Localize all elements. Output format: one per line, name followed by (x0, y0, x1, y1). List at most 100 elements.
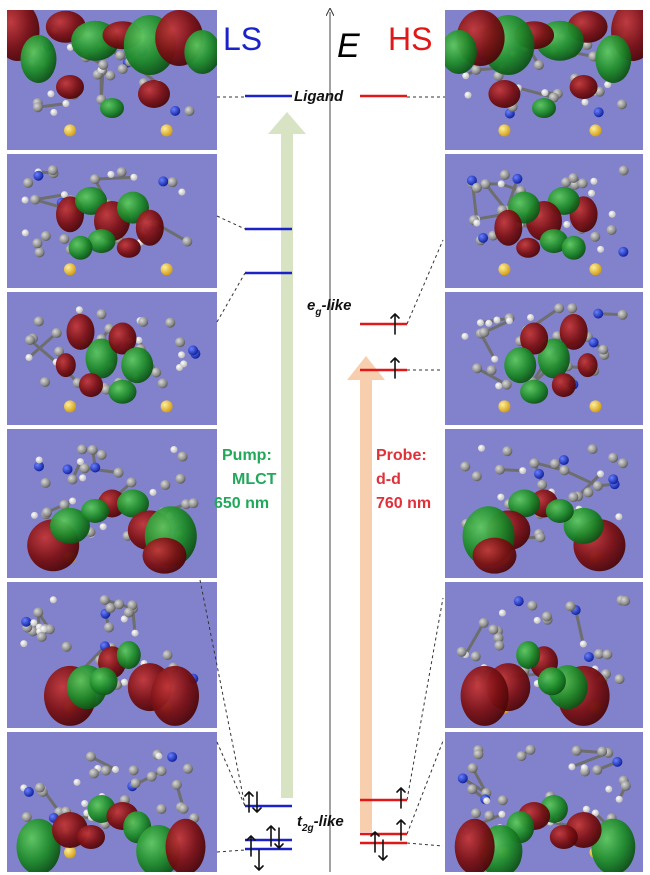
carbon-atom (467, 784, 478, 795)
carbon-atom (597, 746, 608, 757)
carbon-atom (499, 169, 510, 180)
probe-line-1: Probe: (376, 447, 427, 464)
right-orbital-panel-2 (445, 154, 643, 288)
carbon-atom (34, 782, 45, 793)
nitrogen-atom (21, 616, 32, 627)
carbon-atom (99, 594, 110, 605)
hydrogen-atom (563, 220, 571, 228)
hydrogen-atom (590, 177, 598, 185)
nitrogen-atom (588, 337, 599, 348)
carbon-atom (618, 165, 629, 176)
t2g-like-label: t2g-like (297, 813, 344, 834)
hydrogen-atom (541, 89, 549, 97)
nitrogen-atom (534, 468, 545, 479)
carbon-atom (592, 764, 603, 775)
orbital-lobe-negative (55, 353, 76, 378)
carbon-atom (571, 745, 582, 756)
carbon-atom (117, 64, 128, 75)
orbital-lobe-negative (551, 373, 576, 398)
carbon-atom (529, 458, 540, 469)
orbital-lobe-positive (81, 498, 110, 523)
carbon-atom (42, 507, 53, 518)
carbon-atom (171, 779, 182, 790)
left-orbital-panel-4 (7, 429, 217, 578)
hydrogen-atom (597, 245, 605, 253)
hydrogen-atom (495, 382, 503, 390)
carbon-atom (32, 238, 43, 249)
sulfur-atom (589, 124, 602, 137)
carbon-atom (486, 365, 497, 376)
carbon-atom (472, 363, 483, 374)
carbon-atom (467, 763, 478, 774)
connector (216, 272, 246, 323)
carbon-atom (167, 177, 178, 188)
carbon-atom (501, 379, 512, 390)
carbon-atom (602, 649, 613, 660)
hydrogen-atom (47, 90, 55, 98)
pump-line-2: MLCT (232, 471, 277, 488)
spin-up-arrow (246, 835, 256, 857)
hydrogen-atom (608, 210, 616, 218)
bond (84, 466, 119, 475)
connector (216, 215, 246, 230)
carbon-atom (516, 751, 527, 762)
hydrogen-atom (69, 497, 77, 505)
orbital-lobe-negative (142, 537, 187, 574)
carbon-atom (590, 231, 601, 242)
carbon-atom (77, 444, 88, 455)
carbon-atom (473, 749, 484, 760)
bond (476, 366, 508, 386)
carbon-atom (85, 751, 96, 762)
carbon-atom (525, 744, 536, 755)
carbon-atom (620, 595, 631, 606)
carbon-atom (620, 780, 631, 791)
carbon-atom (123, 607, 134, 618)
carbon-atom (568, 172, 579, 183)
energy-axis-label: E (337, 27, 360, 65)
carbon-atom (30, 194, 41, 205)
nitrogen-atom (23, 786, 34, 797)
orbital-lobe-negative (577, 353, 598, 378)
right-orbital-panel-3 (445, 292, 643, 425)
carbon-atom (565, 601, 576, 612)
carbon-atom (32, 102, 43, 113)
connector (406, 239, 444, 325)
carbon-atom (130, 778, 141, 789)
orbital-lobe-positive (545, 498, 574, 523)
hydrogen-atom (591, 809, 599, 817)
sulfur-atom (498, 124, 511, 137)
connector-lines (199, 96, 445, 853)
nitrogen-atom (608, 474, 619, 485)
hydrogen-atom (462, 72, 470, 80)
probe-label: Probe: d-d 760 nm (376, 447, 431, 512)
right-orbital-panel-4 (445, 429, 643, 578)
nitrogen-atom (457, 773, 468, 784)
spin-up-arrow (390, 313, 400, 335)
carbon-atom (79, 463, 90, 474)
carbon-atom (87, 444, 98, 455)
orbital-lobe-positive (445, 30, 477, 74)
carbon-atom (126, 477, 137, 488)
carbon-atom (96, 449, 107, 460)
left-orbital-panels (7, 10, 217, 872)
carbon-atom (527, 600, 538, 611)
orbital-lobe-negative (488, 80, 521, 108)
nitrogen-atom (33, 461, 44, 472)
carbon-atom (113, 467, 124, 478)
spin-up-arrow (390, 357, 400, 379)
orbital-lobe-positive (595, 35, 632, 83)
carbon-atom (488, 624, 499, 635)
carbon-atom (471, 471, 482, 482)
spin-down-arrow (254, 849, 264, 871)
connector (406, 740, 444, 835)
bond (94, 175, 134, 181)
hydrogen-atom (527, 313, 535, 321)
carbon-atom (587, 444, 598, 455)
carbon-atom (116, 167, 127, 178)
pump-arrow-shaft (281, 130, 293, 798)
carbon-atom (89, 174, 100, 185)
hydrogen-atom (60, 191, 68, 199)
spin-down-arrow (378, 839, 388, 861)
nitrogen-atom (478, 232, 489, 243)
nitrogen-atom (583, 652, 594, 663)
